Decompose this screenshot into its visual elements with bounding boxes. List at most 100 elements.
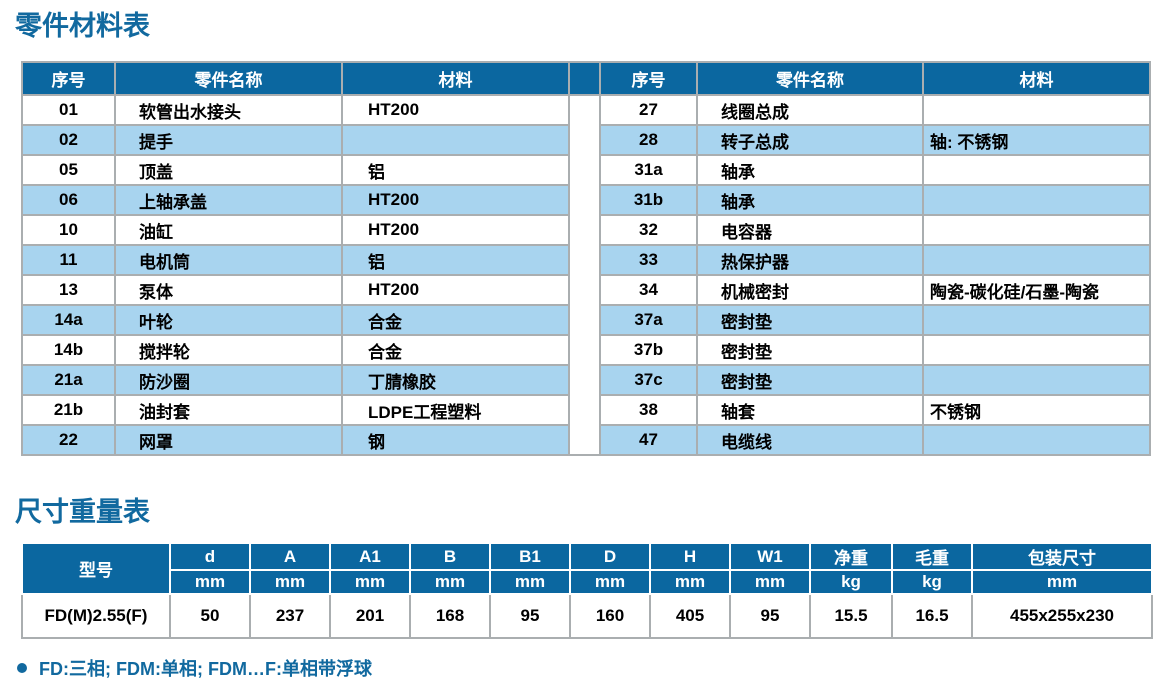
- part-name-cell: 上轴承盖: [114, 184, 343, 216]
- part-material-cell: HT200: [341, 94, 570, 126]
- part-no-cell: 37c: [599, 364, 698, 396]
- size-column-label: 净重: [809, 542, 893, 571]
- part-name-cell: 电缆线: [696, 424, 924, 456]
- part-material-cell: 不锈钢: [922, 394, 1151, 426]
- size-value-cell: 237: [249, 593, 331, 639]
- size-value-cell: 16.5: [891, 593, 973, 639]
- part-no-cell: 31b: [599, 184, 698, 216]
- size-table-header: 型号 d A A1 B B1 D H W1 净重 毛重 包装尺寸 mm mm mm mm mm mm mm mm k…: [21, 542, 1153, 595]
- footnote-text: FD:三相; FDM:单相; FDM…F:单相带浮球: [39, 659, 372, 679]
- part-name-cell: 密封垫: [696, 304, 924, 336]
- parts-table-row: 21a 防沙圈 丁腈橡胶 37c 密封垫: [21, 364, 1151, 396]
- size-header-unit-row: mm mm mm mm mm mm mm mm kg kg mm: [22, 569, 1153, 595]
- part-material-cell: 钢: [341, 424, 570, 456]
- part-name-cell: 油缸: [114, 214, 343, 246]
- size-column-unit: mm: [649, 569, 731, 595]
- part-no-cell: 47: [599, 424, 698, 456]
- col-header-material-right: 材料: [922, 61, 1151, 96]
- size-column-label: B: [409, 542, 491, 571]
- part-no-cell: 21a: [21, 364, 116, 396]
- part-name-cell: 顶盖: [114, 154, 343, 186]
- part-name-cell: 提手: [114, 124, 343, 156]
- part-name-cell: 软管出水接头: [114, 94, 343, 126]
- size-column-label: A1: [329, 542, 411, 571]
- part-no-cell: 33: [599, 244, 698, 276]
- size-column-unit: mm: [249, 569, 331, 595]
- gap-column-header: [568, 61, 601, 96]
- part-no-cell: 34: [599, 274, 698, 306]
- size-column-label: D: [569, 542, 651, 571]
- page: 零件材料表 序号 零件名称 材料 序号 零件名称 材料 01 软管出水接头 HT20…: [0, 8, 1169, 681]
- parts-table-row: 14b 搅拌轮 合金 37b 密封垫: [21, 334, 1151, 366]
- size-weight-table: 型号 d A A1 B B1 D H W1 净重 毛重 包装尺寸 mm mm mm mm mm mm mm mm k…: [21, 542, 1153, 639]
- part-name-cell: 网罩: [114, 424, 343, 456]
- size-column-label: A: [249, 542, 331, 571]
- part-no-cell: 28: [599, 124, 698, 156]
- part-material-cell: [341, 124, 570, 156]
- part-no-cell: 21b: [21, 394, 116, 426]
- part-material-cell: HT200: [341, 184, 570, 216]
- part-material-cell: 陶瓷-碳化硅/石墨-陶瓷: [922, 274, 1151, 306]
- size-value-cell: 168: [409, 593, 491, 639]
- part-name-cell: 密封垫: [696, 334, 924, 366]
- parts-table-row: 21b 油封套 LDPE工程塑料 38 轴套 不锈钢: [21, 394, 1151, 426]
- size-table-body: FD(M)2.55(F) 50 237 201 168 95 160 405 95 15.5 16.…: [21, 593, 1153, 639]
- size-value-cell: 160: [569, 593, 651, 639]
- part-material-cell: HT200: [341, 274, 570, 306]
- col-header-name-right: 零件名称: [696, 61, 924, 96]
- size-column-label: 包装尺寸: [971, 542, 1153, 571]
- part-name-cell: 机械密封: [696, 274, 924, 306]
- part-material-cell: 铝: [341, 244, 570, 276]
- part-material-cell: 丁腈橡胶: [341, 364, 570, 396]
- part-name-cell: 搅拌轮: [114, 334, 343, 366]
- part-material-cell: 合金: [341, 334, 570, 366]
- part-name-cell: 密封垫: [696, 364, 924, 396]
- size-column-unit: mm: [169, 569, 251, 595]
- part-no-cell: 31a: [599, 154, 698, 186]
- size-value-cell: 405: [649, 593, 731, 639]
- part-no-cell: 22: [21, 424, 116, 456]
- size-column-label: d: [169, 542, 251, 571]
- size-value-cell: 95: [729, 593, 811, 639]
- part-material-cell: HT200: [341, 214, 570, 246]
- part-name-cell: 轴承: [696, 154, 924, 186]
- part-material-cell: [922, 364, 1151, 396]
- part-no-cell: 10: [21, 214, 116, 246]
- model-column-header: 型号: [21, 542, 171, 595]
- part-material-cell: [922, 424, 1151, 456]
- part-material-cell: [922, 244, 1151, 276]
- part-no-cell: 02: [21, 124, 116, 156]
- size-column-unit: mm: [409, 569, 491, 595]
- part-name-cell: 叶轮: [114, 304, 343, 336]
- part-no-cell: 13: [21, 274, 116, 306]
- parts-table-row: 22 网罩钢 47 电缆线: [21, 424, 1151, 456]
- size-column-label: W1: [729, 542, 811, 571]
- part-no-cell: 14b: [21, 334, 116, 366]
- part-material-cell: [922, 154, 1151, 186]
- size-header-label-row: 型号 d A A1 B B1 D H W1 净重 毛重 包装尺寸: [21, 542, 1153, 595]
- bullet-icon: [17, 663, 27, 673]
- size-column-unit: mm: [329, 569, 411, 595]
- size-table-row: FD(M)2.55(F) 50 237 201 168 95 160 405 95 15.5 16.…: [21, 593, 1153, 639]
- part-name-cell: 防沙圈: [114, 364, 343, 396]
- size-column-unit: mm: [971, 569, 1153, 595]
- part-no-cell: 37a: [599, 304, 698, 336]
- parts-table-row: 10 油缸 HT200 32 电容器: [21, 214, 1151, 246]
- part-material-cell: [922, 214, 1151, 246]
- parts-table-title: 零件材料表: [15, 11, 150, 41]
- parts-table-row: 11 电机筒铝 33 热保护器: [21, 244, 1151, 276]
- size-value-cell: 50: [169, 593, 251, 639]
- size-value-cell: 201: [329, 593, 411, 639]
- size-column-unit: kg: [809, 569, 893, 595]
- size-column-unit: mm: [729, 569, 811, 595]
- col-header-no-left: 序号: [21, 61, 116, 96]
- parts-table-row: 01 软管出水接头 HT200 27 线圈总成: [21, 94, 1151, 456]
- size-value-cell: 15.5: [809, 593, 893, 639]
- part-name-cell: 电机筒: [114, 244, 343, 276]
- parts-material-table: 序号 零件名称 材料 序号 零件名称 材料 01 软管出水接头 HT200 27 线圈总…: [21, 61, 1151, 456]
- col-header-no-right: 序号: [599, 61, 698, 96]
- col-header-material-left: 材料: [341, 61, 570, 96]
- size-column-label: H: [649, 542, 731, 571]
- part-name-cell: 油封套: [114, 394, 343, 426]
- size-column-label: 毛重: [891, 542, 973, 571]
